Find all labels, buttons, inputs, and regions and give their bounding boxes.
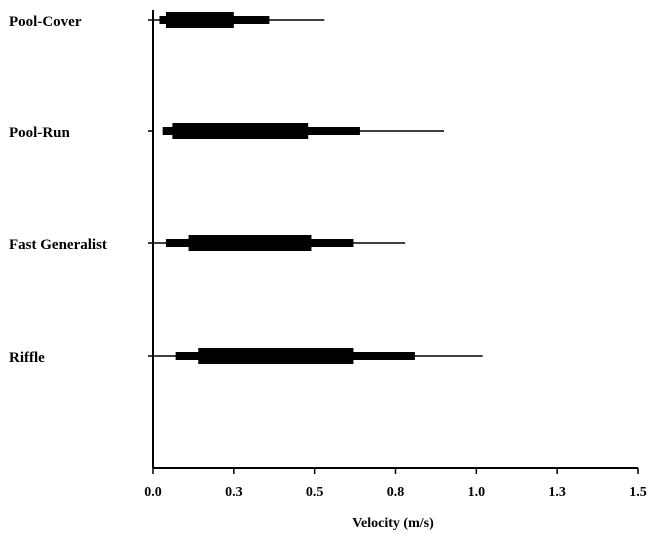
category-label: Pool-Run <box>9 125 71 141</box>
interquartile-box <box>172 123 309 139</box>
x-tick-label: 0.3 <box>225 485 243 500</box>
x-axis <box>152 467 639 474</box>
category-label: Pool-Cover <box>9 14 82 30</box>
category-labels: Pool-Cover Pool-Run Fast Generalist Riffle <box>9 14 107 366</box>
box-plot-1 <box>153 12 325 28</box>
x-axis-title: Velocity (m/s) <box>352 516 434 531</box>
box-plot-2 <box>162 123 444 139</box>
interquartile-box <box>165 12 234 28</box>
x-tick-labels: 0.0 0.3 0.5 0.8 1.0 1.3 1.5 <box>144 485 647 500</box>
interquartile-box <box>198 348 354 364</box>
x-tick-label: 1.3 <box>548 485 566 500</box>
x-tick-label: 0.5 <box>306 485 324 500</box>
box-plot-3 <box>153 235 406 251</box>
interquartile-box <box>188 235 312 251</box>
category-label: Riffle <box>9 350 45 366</box>
category-label: Fast Generalist <box>9 237 107 253</box>
x-tick-label: 0.8 <box>387 485 405 500</box>
box-plots <box>153 12 483 364</box>
x-tick-label: 1.0 <box>468 485 486 500</box>
x-tick-label: 0.0 <box>144 485 162 500</box>
y-axis <box>148 10 154 468</box>
box-plot-4 <box>153 348 483 364</box>
x-tick-label: 1.5 <box>629 485 647 500</box>
